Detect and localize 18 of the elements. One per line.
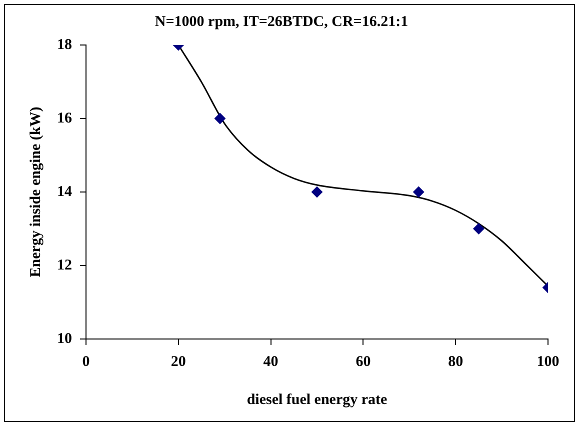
y-tick-label: 10 [57,330,72,347]
y-tick-label: 16 [57,110,72,126]
y-axis-title: Energy inside engine (kW) [28,106,44,278]
y-tick-label: 12 [57,257,72,274]
chart-title: N=1000 rpm, IT=26BTDC, CR=16.21:1 [154,14,408,30]
x-tick-label: 40 [263,354,278,370]
point [214,113,226,124]
x-tick-label: 80 [448,354,464,370]
y-tick-label: 18 [57,36,72,53]
y-tick-label: 14 [57,184,72,200]
point [473,223,484,234]
x-tick-label: 100 [536,354,560,370]
x-axis-title: diesel fuel energy rate [246,392,388,408]
x-tick-label: 0 [82,354,90,370]
x-tick-label: 60 [356,354,371,370]
point [413,186,424,198]
x-tick-label: 20 [170,354,186,370]
point [312,186,322,198]
